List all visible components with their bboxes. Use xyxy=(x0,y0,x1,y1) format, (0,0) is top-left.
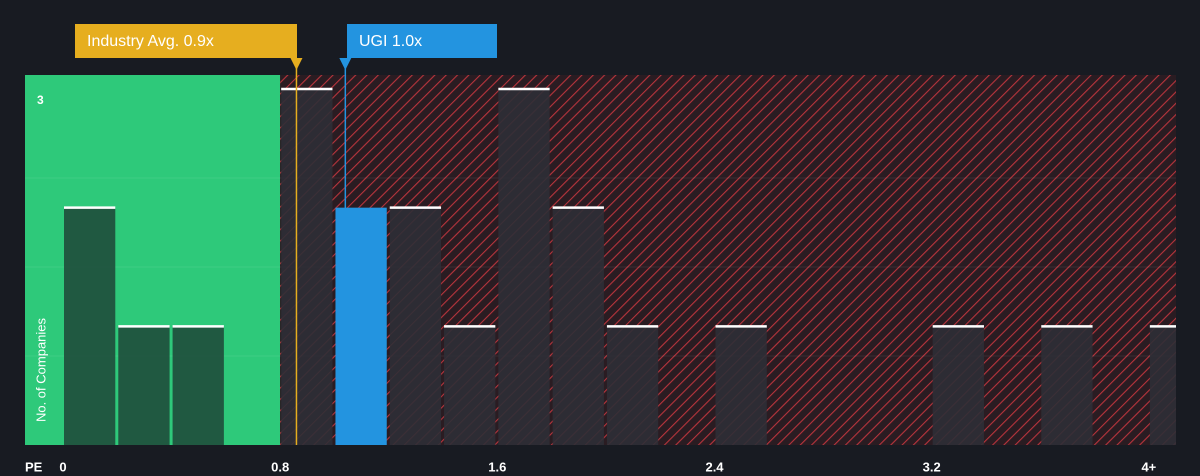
annotation-box xyxy=(75,24,297,58)
bar xyxy=(498,89,550,445)
annotation-pointer xyxy=(290,58,303,70)
bar xyxy=(1041,326,1093,445)
x-tick-label: 3.2 xyxy=(923,459,941,474)
bar xyxy=(932,326,984,445)
bar xyxy=(389,207,442,445)
annotation-label: Industry Avg. 0.9x xyxy=(87,33,214,50)
annotation-box xyxy=(347,24,497,58)
bar xyxy=(172,326,224,445)
bar xyxy=(606,326,659,445)
annotation-pointer xyxy=(339,58,352,70)
x-tick-label: 2.4 xyxy=(705,459,724,474)
bars xyxy=(64,87,1176,445)
bar xyxy=(64,207,116,445)
x-tick-label: 4+ xyxy=(1141,459,1156,474)
bar xyxy=(444,326,496,445)
bar xyxy=(118,326,170,445)
x-axis-label: PE xyxy=(25,459,43,474)
bar xyxy=(335,207,387,445)
x-tick-label: 0 xyxy=(59,459,66,474)
x-tick-label: 0.8 xyxy=(271,459,289,474)
y-axis-label: No. of Companies xyxy=(33,317,48,422)
bar xyxy=(552,207,604,445)
annotations: Industry Avg. 0.9x UGI 1.0x xyxy=(75,24,497,445)
y-tick-label: 3 xyxy=(37,93,44,107)
bar xyxy=(281,89,333,445)
bar xyxy=(1149,326,1176,445)
annotation-label: UGI 1.0x xyxy=(359,33,422,50)
x-tick-label: 1.6 xyxy=(488,459,506,474)
bar xyxy=(715,326,767,445)
